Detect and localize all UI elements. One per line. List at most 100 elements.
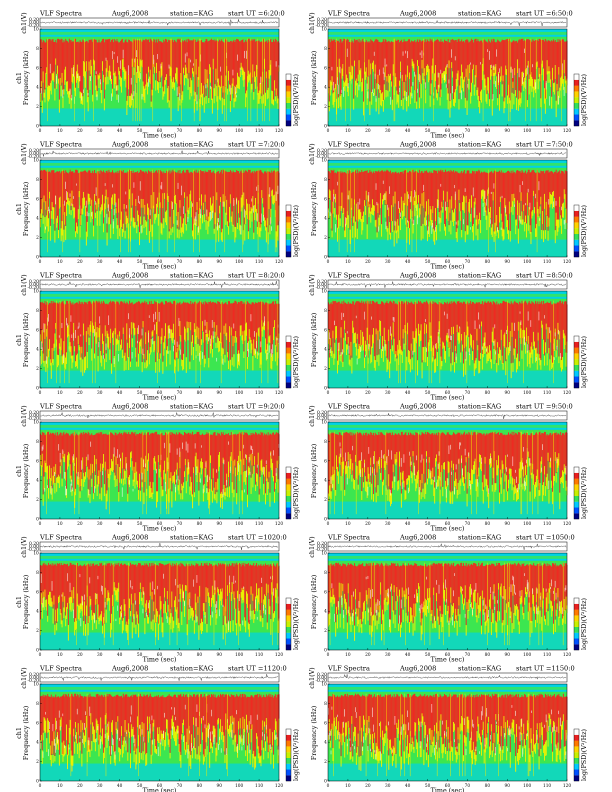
panel-title: VLF Spectra [327,272,370,280]
waveform-frame [327,279,568,290]
time-tick-label: 0 [327,391,330,396]
waveform-tick-label: 0.20 [29,541,39,547]
time-tick-label: 110 [543,653,551,658]
freq-ylabel: Frequency (kHz) [22,706,30,760]
time-xlabel: Time (sec) [143,656,177,664]
freq-tick-label: 2 [36,367,39,372]
waveform-trace [40,281,279,288]
time-tick-label: 60 [157,260,163,265]
colorbar [573,466,580,520]
colorbar [573,73,580,127]
panel-date: Aug6,2008 [111,665,148,673]
colorbar [285,466,292,520]
freq-tick-label: 0 [36,256,39,261]
time-tick-label: 40 [117,391,123,396]
time-tick-label: 70 [465,391,471,396]
spectrogram-image [40,422,280,519]
time-tick-label: 20 [365,522,371,527]
time-tick-label: 60 [157,784,163,789]
panel-date: Aug6,2008 [399,272,436,280]
panel-date: Aug6,2008 [399,534,436,542]
time-tick-label: 100 [523,391,531,396]
time-tick-label: 0 [39,260,42,265]
panel-title: VLF Spectra [327,665,370,673]
freq-tick-label: 4 [324,610,327,615]
waveform-tick-label: 0.20 [29,410,39,416]
spectrogram-image [40,160,280,257]
freq-tick-label: 2 [36,629,39,634]
colorbar-label: log(PSD)(V²/Hz) [580,598,588,650]
time-tick-label: 110 [543,522,551,527]
time-tick-label: 90 [505,129,511,134]
waveform-tick-label: -0.20 [27,678,39,684]
freq-tick-label: 6 [36,197,39,202]
panel-date: Aug6,2008 [399,403,436,411]
spectrogram-svg: VLF Spectra Aug6,2008 station=KAG start UT … [308,141,588,271]
freq-tick-label: 0 [36,518,39,523]
colorbar-label: log(PSD)(V²/Hz) [580,74,588,126]
time-tick-label: 0 [39,129,42,134]
panel-start-time: start UT =8:50:0 [516,272,573,280]
panel-title: VLF Spectra [39,665,82,673]
time-tick-label: 20 [365,784,371,789]
waveform-trace [328,543,567,550]
time-tick-label: 70 [177,653,183,658]
freq-ylabel: Frequency (kHz) [22,444,30,498]
time-tick-label: 10 [57,260,63,265]
time-tick-label: 10 [345,260,351,265]
spectrogram-svg: VLF Spectra Aug6,2008 station=KAG start UT … [15,272,300,402]
freq-tick-label: 10 [33,552,39,557]
freq-tick-label: 2 [36,760,39,765]
waveform-trace [328,281,567,288]
spectrogram-svg: VLF Spectra Aug6,2008 station=KAG start UT … [15,665,300,792]
colorbar-label: log(PSD)(V²/Hz) [292,205,300,257]
panel-station: station=KAG [170,534,213,542]
time-tick-label: 60 [157,129,163,134]
panel-start-time: start UT =6:50:0 [516,10,573,18]
time-tick-label: 50 [425,784,431,789]
freq-tick-label: 4 [324,479,327,484]
freq-tick-label: 6 [324,459,327,464]
panel-title: VLF Spectra [327,10,370,18]
channel-ylabel: ch1 [15,465,23,477]
freq-tick-label: 8 [36,178,39,183]
time-tick-label: 80 [485,784,491,789]
colorbar-label: log(PSD)(V²/Hz) [292,336,300,388]
time-tick-label: 0 [327,653,330,658]
panel-date: Aug6,2008 [111,534,148,542]
spectrogram-image [328,160,568,257]
freq-tick-label: 4 [36,479,39,484]
freq-tick-label: 4 [324,348,327,353]
waveform-tick-label: 0.20 [317,279,327,285]
waveform-tick-label: 0.00 [29,282,39,288]
freq-tick-label: 4 [324,217,327,222]
time-tick-label: 80 [197,522,203,527]
time-tick-label: 10 [345,784,351,789]
freq-tick-label: 6 [324,66,327,71]
freq-tick-label: 2 [324,498,327,503]
freq-ylabel: Frequency (kHz) [310,51,318,105]
waveform-frame [39,541,280,552]
time-tick-label: 100 [523,260,531,265]
freq-tick-label: 6 [36,590,39,595]
time-tick-label: 40 [405,653,411,658]
time-tick-label: 60 [445,129,451,134]
waveform-ylabel: ch1(V) [20,667,28,688]
panel-title: VLF Spectra [39,10,82,18]
spectrogram-svg: VLF Spectra Aug6,2008 station=KAG start UT … [308,665,588,792]
time-tick-label: 60 [157,653,163,658]
waveform-tick-label: 0.20 [317,410,327,416]
time-tick-label: 30 [97,260,103,265]
colorbar-label: log(PSD)(V²/Hz) [580,467,588,519]
time-tick-label: 120 [563,391,571,396]
waveform-ylabel: ch1(V) [308,405,316,426]
spectrogram-svg: VLF Spectra Aug6,2008 station=KAG start UT … [15,534,300,664]
time-tick-label: 50 [137,391,143,396]
freq-tick-label: 4 [36,741,39,746]
waveform-frame [327,148,568,159]
time-tick-label: 120 [275,522,283,527]
waveform-tick-label: 0.00 [29,544,39,550]
time-xlabel: Time (sec) [431,525,465,533]
time-tick-label: 110 [255,522,263,527]
time-tick-label: 40 [405,260,411,265]
